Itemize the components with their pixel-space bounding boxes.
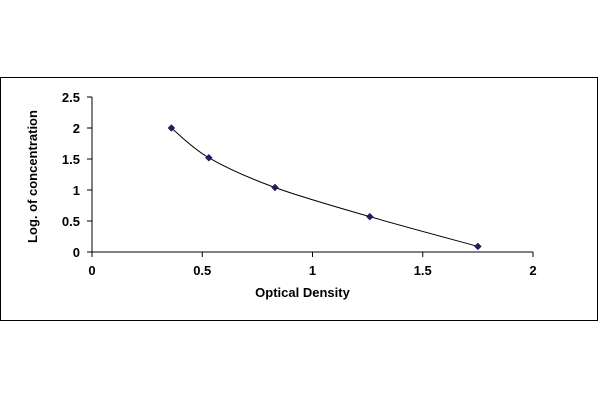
x-tick-label: 0 [88,263,95,278]
y-tick-label: 1 [73,183,80,198]
data-point [167,124,176,132]
y-tick-label: 0 [73,245,80,260]
x-tick-label: 2 [529,263,536,278]
y-tick-label: 2 [73,121,80,136]
data-point [205,153,213,162]
x-tick-label: 0.5 [193,263,211,278]
y-axis-label: Log. of concentration [25,110,40,243]
data-point [271,183,279,192]
x-tick-label: 1.5 [414,263,432,278]
data-point [365,212,374,221]
y-tick-label: 1.5 [62,152,80,167]
y-tick-label: 0.5 [62,214,80,229]
y-tick-label: 2.5 [62,90,80,105]
fit-curve [171,127,479,247]
x-tick-label: 1 [309,263,316,278]
y-ticks: 0 0.5 1 1.5 2 2.5 [62,90,92,260]
x-axis-label: Optical Density [255,285,350,300]
data-point [474,242,482,251]
x-ticks: 0 0.5 1 1.5 2 [88,252,537,278]
data-points [167,124,482,251]
chart-frame [0,77,598,321]
axes [91,97,533,253]
